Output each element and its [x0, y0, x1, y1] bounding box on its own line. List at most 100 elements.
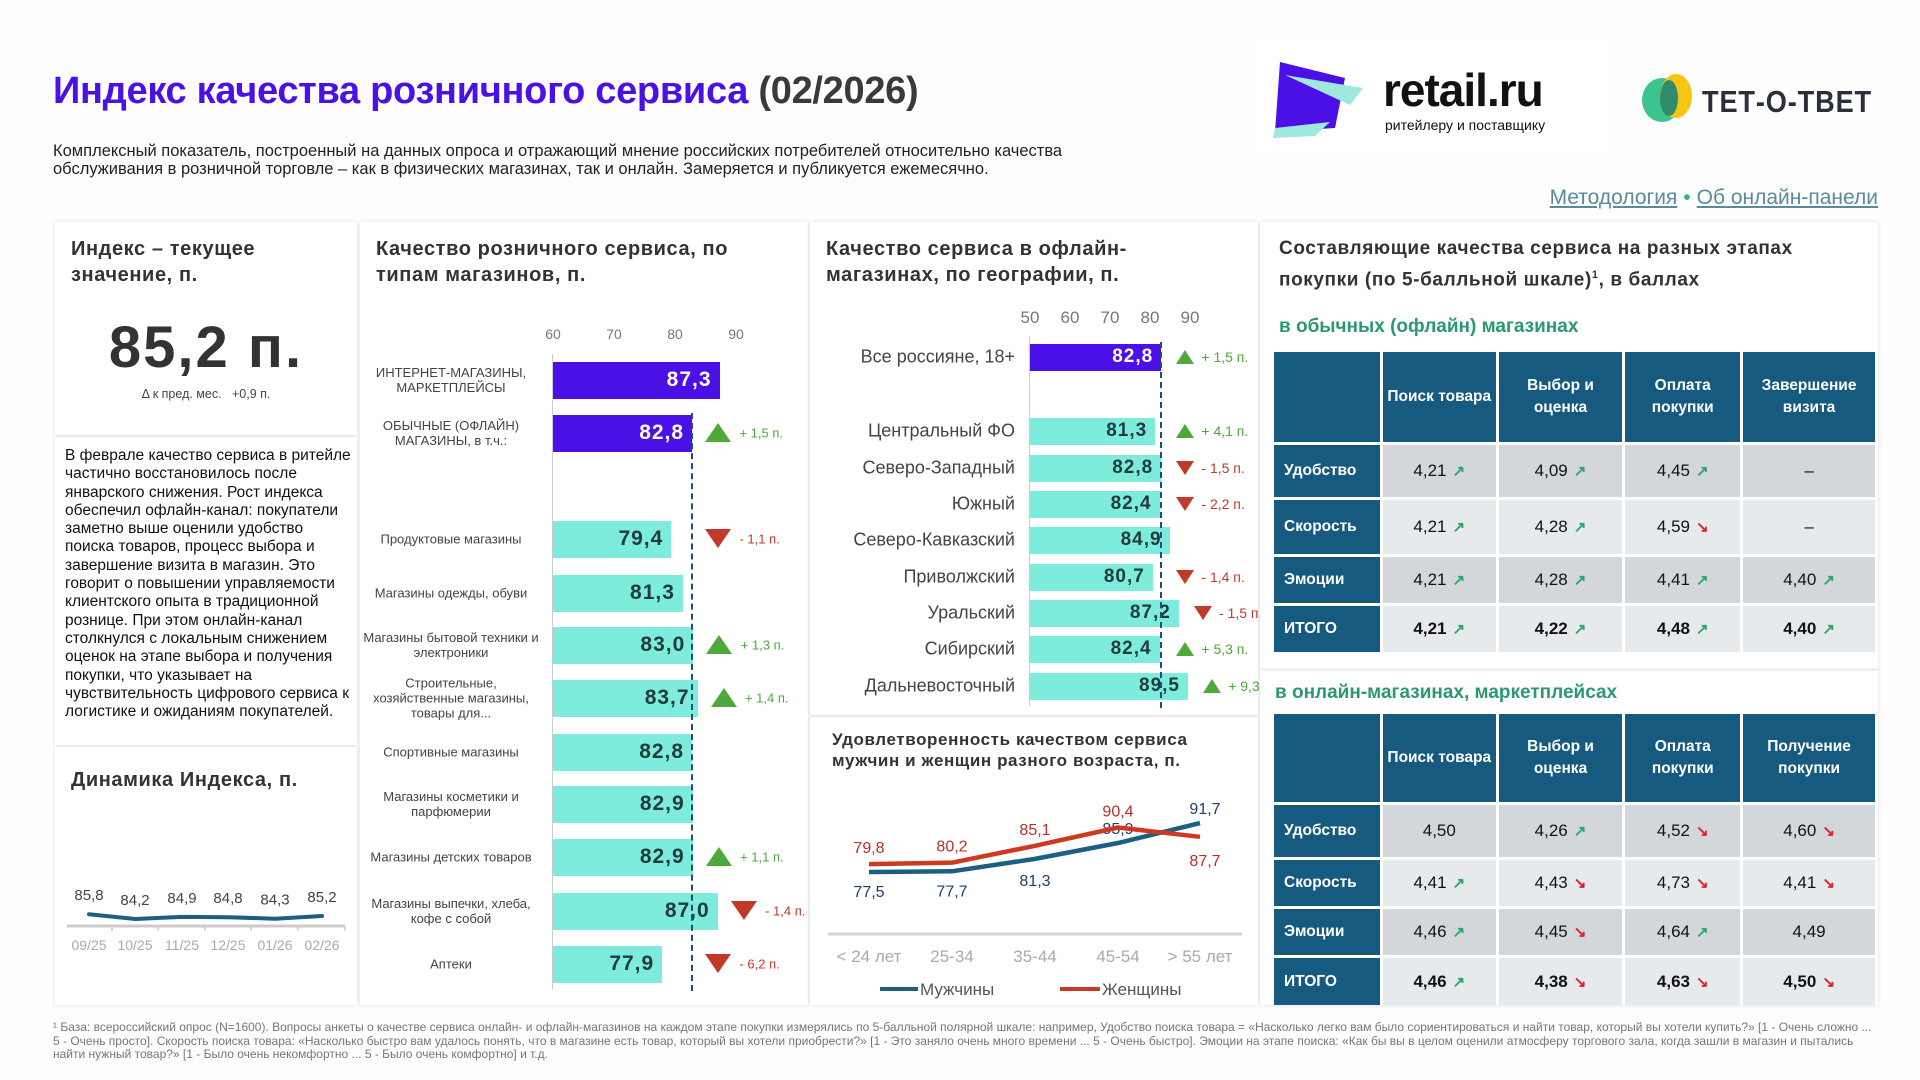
table-cell: 4,41 ↘ — [1743, 860, 1875, 906]
cell-value: 4,21 — [1413, 517, 1447, 536]
data-label: 85,8 — [74, 887, 103, 904]
data-label: 81,3 — [1019, 873, 1050, 890]
cell-value: 4,63 — [1656, 971, 1691, 991]
x-tick-label: > 55 лет — [1168, 947, 1233, 966]
table-row: Эмоции 4,46 ↗ 4,45 ↘ 4,64 ↗ 4,49 — [1274, 909, 1875, 955]
online-section-label: в онлайн-магазинах, маркетплейсах — [1275, 682, 1618, 703]
bar-value-label: 84,9 — [1120, 529, 1162, 550]
offline-components-table: Поиск товара Выбор и оценка Оплата покупки… — [1271, 349, 1878, 655]
column-header: Оплата покупки — [1625, 714, 1741, 802]
table-cell: 4,49 — [1743, 909, 1875, 955]
delta-up-triangle-icon — [1203, 678, 1221, 693]
cell-value: 4,41 — [1783, 873, 1817, 892]
table-cell: – — [1743, 500, 1875, 554]
bar: 82,8 — [1030, 343, 1162, 371]
bar-value-label: 89,5 — [1139, 675, 1180, 696]
cell-value: 4,26 — [1534, 821, 1568, 840]
x-tick-label: 11/25 — [165, 937, 199, 953]
table-cell: 4,28 ↗ — [1498, 500, 1623, 554]
axis-tick-label: 70 — [606, 326, 622, 342]
trend-down-arrow-icon: ↘ — [1573, 973, 1587, 991]
row-label: Эмоции — [1274, 557, 1380, 603]
bar: 87,0 — [553, 892, 718, 930]
data-label: 84,3 — [260, 892, 289, 909]
delta-value: - 1,5 п. — [1201, 460, 1245, 476]
trend-down-arrow-icon: ↘ — [1696, 875, 1709, 892]
cell-value: – — [1804, 517, 1814, 536]
trend-up-arrow-icon: ↗ — [1573, 519, 1587, 536]
methodology-link[interactable]: Методология — [1549, 186, 1678, 209]
bar: 80,7 — [1030, 563, 1153, 591]
delta-down-triangle-icon — [705, 529, 732, 549]
cell-value: 4,48 — [1656, 619, 1690, 638]
table-cell: 4,22 ↗ — [1498, 606, 1623, 652]
trend-up-arrow-icon: ↗ — [1695, 621, 1709, 638]
page-title-main: Индекс качества розничного сервиса — [53, 70, 749, 112]
table-row: Скорость 4,21 ↗ 4,28 ↗ 4,59 ↘ – — [1274, 500, 1875, 554]
table-row: Удобство 4,50 4,26 ↗ 4,52 ↘ 4,60 ↘ — [1274, 805, 1875, 857]
axis-tick-label: 80 — [1140, 308, 1160, 327]
cell-value: 4,09 — [1534, 461, 1568, 480]
commentary-panel: В феврале качество сервиса в ритейле час… — [55, 437, 357, 745]
cell-value: 4,45 — [1656, 461, 1690, 480]
index-panel-title: Индекс – текущее значение, п. — [71, 238, 256, 286]
axis-tick-label: 50 — [1020, 308, 1040, 327]
column-header: Оплата покупки — [1625, 352, 1741, 442]
bar-category-label: ИНТЕРНЕТ-МАГАЗИНЫ, МАРКЕТПЛЕЙСЫ — [375, 365, 527, 395]
table-row: Удобство 4,21 ↗ 4,09 ↗ 4,45 ↗ – — [1274, 445, 1875, 497]
trend-up-arrow-icon: ↗ — [1452, 621, 1466, 638]
table-cell: 4,21 ↗ — [1382, 500, 1496, 554]
delta-up-triangle-icon — [1176, 641, 1195, 656]
delta-down-triangle-icon — [705, 954, 732, 974]
retail-ru-logo: retail.ru ритейлеру и поставщику — [1255, 40, 1608, 155]
axis-tick-label: 90 — [728, 326, 744, 342]
bar: 82,4 — [1030, 490, 1160, 518]
bar-category-label: Магазины одежды, обуви — [374, 585, 528, 601]
bar: 82,9 — [553, 785, 693, 823]
cell-value: 4,50 — [1783, 971, 1817, 991]
x-tick-label: 02/26 — [304, 937, 339, 953]
trend-up-arrow-icon: ↗ — [1573, 572, 1587, 589]
bar-value-label: 82,4 — [1110, 493, 1152, 514]
store-types-title: Качество розничного сервиса, по типам ма… — [376, 238, 729, 286]
bar: 84,9 — [1030, 526, 1170, 554]
delta-up-triangle-icon — [1176, 349, 1195, 364]
row-label: Скорость — [1274, 500, 1380, 554]
index-delta-label: Δ к пред. мес. — [141, 387, 222, 401]
men-line — [868, 820, 1201, 875]
delta-down-triangle-icon — [1176, 569, 1195, 584]
table-cell: 4,38 ↘ — [1498, 958, 1623, 1005]
delta-value: - 1,5 п. — [1219, 605, 1263, 621]
cell-value: 4,40 — [1783, 570, 1817, 589]
table-cell: 4,26 ↗ — [1498, 805, 1623, 857]
column-header: Выбор и оценка — [1498, 352, 1623, 442]
data-label: 80,2 — [936, 839, 967, 856]
delta-up-triangle-icon — [1176, 423, 1195, 438]
women-line — [868, 825, 1201, 867]
bar-category-label: Магазины косметики и парфюмерии — [383, 789, 519, 819]
x-tick-label: < 24 лет — [837, 947, 902, 966]
dynamics-chart: 09/25 85,8 10/25 84,2 11/25 84,9 12/25 84,8 01/2… — [67, 887, 346, 953]
components-panel: Составляющие качества сервиса на разных … — [1260, 222, 1878, 1005]
data-label: 84,9 — [167, 890, 196, 907]
bar-value-label: 83,7 — [644, 686, 690, 709]
delta-value: - 1,4 п. — [1201, 569, 1245, 585]
cell-value: 4,21 — [1413, 570, 1447, 589]
section-divider — [1260, 668, 1878, 671]
bar: 82,8 — [553, 414, 693, 452]
row-label: Скорость — [1274, 860, 1380, 906]
cell-value: – — [1804, 461, 1814, 480]
delta-up-triangle-icon — [706, 635, 733, 655]
commentary-text: В феврале качество сервиса в ритейле час… — [65, 447, 351, 721]
column-header: Выбор и оценка — [1498, 714, 1623, 802]
online-panel-link[interactable]: Об онлайн-панели — [1696, 186, 1878, 209]
cell-value: 4,43 — [1534, 873, 1568, 892]
bar-category-label: Дальневосточный — [864, 675, 1015, 696]
cell-value: 4,59 — [1656, 517, 1690, 536]
footnote-marker: 1 — [1591, 269, 1599, 281]
bar: 79,4 — [553, 520, 672, 558]
table-cell: 4,21 ↗ — [1382, 557, 1496, 603]
table-cell: 4,43 ↘ — [1498, 860, 1623, 906]
data-label: 84,2 — [120, 892, 149, 909]
trend-up-arrow-icon: ↗ — [1695, 463, 1709, 480]
